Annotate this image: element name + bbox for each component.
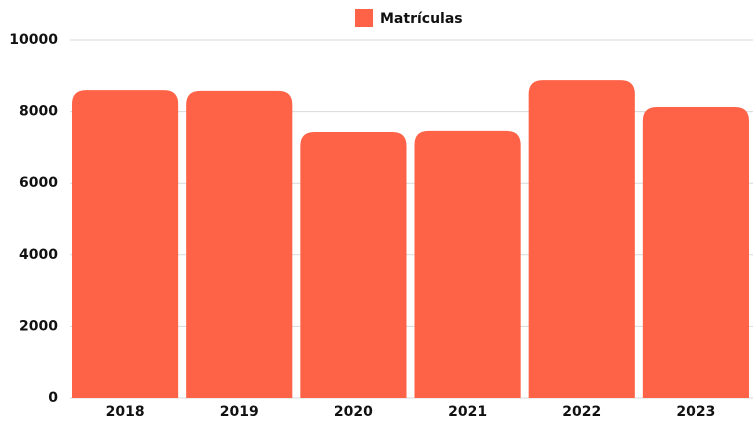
bar (186, 90, 293, 398)
x-tick-label: 2021 (448, 404, 487, 420)
y-tick-label: 2000 (19, 318, 58, 334)
x-tick-label: 2023 (676, 404, 715, 420)
bar (414, 130, 521, 398)
y-tick-label: 10000 (9, 32, 58, 48)
bar (71, 90, 179, 399)
y-tick-label: 6000 (19, 175, 58, 191)
bar (642, 106, 750, 399)
y-tick-label: 4000 (19, 247, 58, 263)
bar (300, 132, 407, 399)
x-tick-label: 2020 (334, 404, 373, 420)
x-tick-label: 2018 (106, 404, 145, 420)
y-tick-label: 0 (48, 390, 58, 406)
y-tick-label: 8000 (19, 104, 58, 120)
bar (528, 80, 635, 398)
x-tick-label: 2022 (562, 404, 601, 420)
legend-swatch (355, 9, 373, 27)
x-tick-label: 2019 (220, 404, 259, 420)
legend-label: Matrículas (380, 11, 463, 27)
